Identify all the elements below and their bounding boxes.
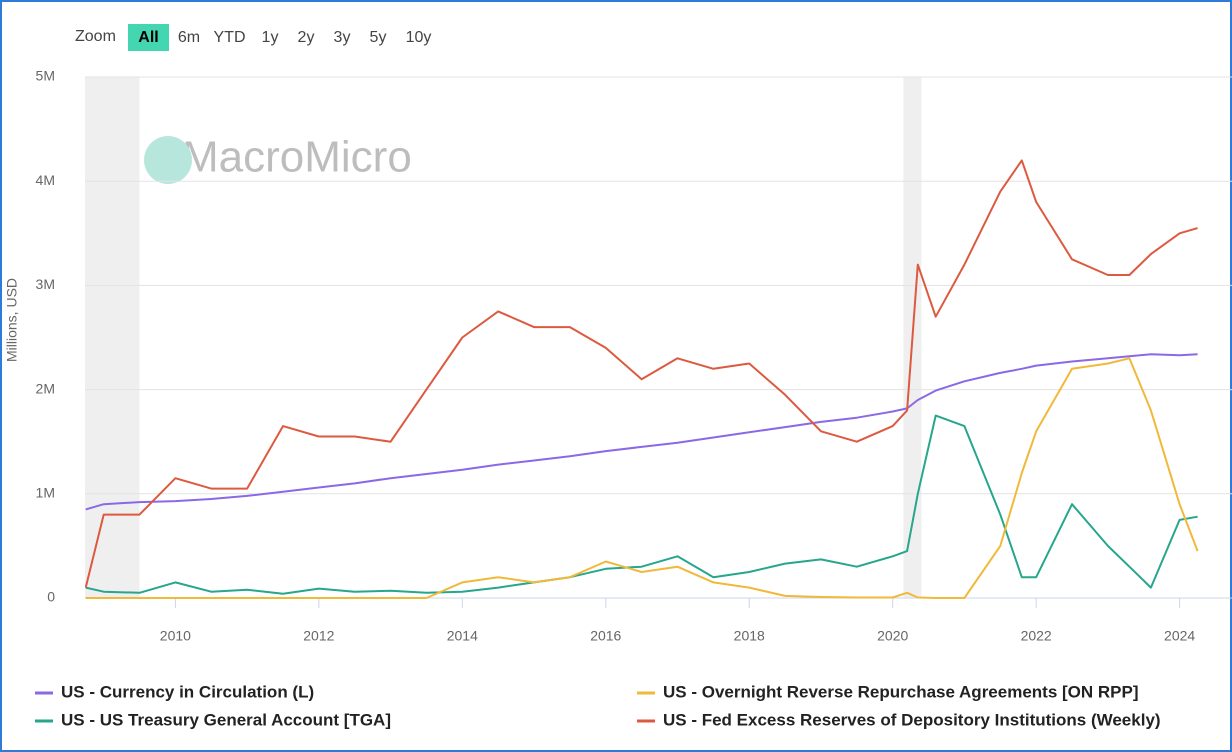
recession-band: [85, 77, 140, 598]
plot-area: [85, 159, 1199, 599]
range-button[interactable]: 2y: [298, 29, 315, 46]
series-line: [85, 357, 1199, 599]
x-tick-label: 2022: [1021, 628, 1052, 644]
x-tick-label: 2018: [734, 628, 765, 644]
series-line: [85, 159, 1198, 588]
range-button[interactable]: YTD: [214, 29, 246, 46]
x-tick-label: 2024: [1164, 628, 1195, 644]
y-tick-label: 0: [47, 589, 55, 605]
x-tick-label: 2020: [877, 628, 908, 644]
legend-label[interactable]: US - Overnight Reverse Repurchase Agreem…: [663, 682, 1139, 701]
x-tick-label: 2014: [447, 628, 478, 644]
y-tick-label: 1M: [36, 485, 55, 501]
watermark-logo: [144, 136, 192, 184]
series-line: [85, 414, 1198, 595]
y-tick-label: 5M: [36, 68, 55, 84]
range-button[interactable]: 10y: [406, 29, 432, 46]
range-button[interactable]: 5y: [370, 29, 387, 46]
range-button[interactable]: 1y: [262, 29, 279, 46]
range-button[interactable]: 3y: [334, 29, 351, 46]
series-line: [85, 353, 1198, 511]
x-tick-label: 2016: [590, 628, 621, 644]
y-axis-label: Millions, USD: [4, 278, 20, 362]
legend-label[interactable]: US - Currency in Circulation (L): [61, 682, 314, 701]
range-button-bg: [128, 24, 169, 51]
range-button[interactable]: All: [138, 29, 158, 46]
range-button[interactable]: 6m: [178, 29, 200, 46]
legend-label[interactable]: US - US Treasury General Account [TGA]: [61, 710, 391, 729]
legend-label[interactable]: US - Fed Excess Reserves of Depository I…: [663, 710, 1161, 729]
y-tick-label: 4M: [36, 172, 55, 188]
watermark: MacroMicro: [182, 133, 412, 182]
x-tick-label: 2012: [303, 628, 334, 644]
y-tick-label: 2M: [36, 380, 55, 396]
x-tick-label: 2010: [160, 628, 191, 644]
y-tick-label: 3M: [36, 276, 55, 292]
zoom-label: Zoom: [75, 28, 116, 45]
